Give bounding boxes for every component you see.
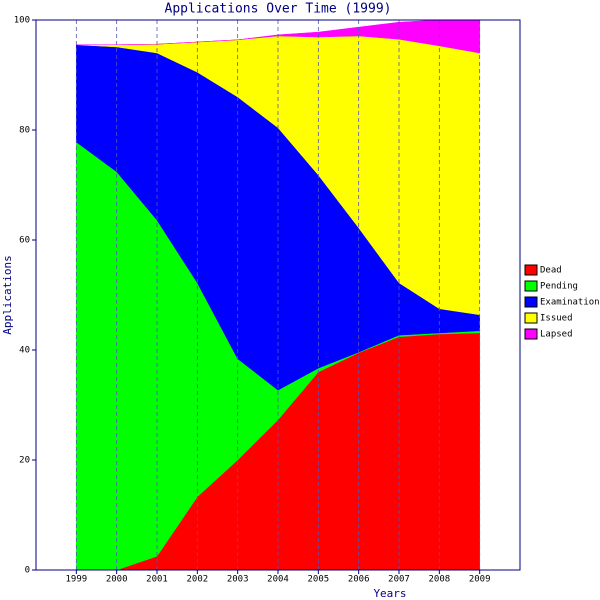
y-tick-label: 0	[25, 566, 30, 576]
x-tick-label: 2006	[348, 575, 370, 585]
y-axis-label: Applications	[1, 255, 14, 334]
y-tick-label: 100	[14, 16, 30, 26]
x-axis-label: Years	[373, 587, 406, 600]
legend-label: Issued	[540, 314, 573, 324]
legend-swatch	[524, 296, 538, 308]
legend-label: Pending	[540, 282, 578, 292]
chart-title: Applications Over Time (1999)	[165, 2, 392, 17]
y-tick-label: 20	[19, 456, 30, 466]
legend-label: Examination	[540, 298, 600, 308]
x-tick-label: 2001	[146, 575, 168, 585]
x-tick-label: 2003	[227, 575, 249, 585]
legend-label: Dead	[540, 266, 562, 276]
x-tick-label: 2002	[186, 575, 208, 585]
x-tick-label: 2000	[106, 575, 128, 585]
y-tick-label: 80	[19, 126, 30, 136]
x-tick-label: 2004	[267, 575, 289, 585]
x-tick-label: 2008	[428, 575, 450, 585]
x-tick-label: 2005	[307, 575, 329, 585]
legend-swatch	[524, 264, 538, 276]
legend-label: Lapsed	[540, 330, 573, 340]
y-tick-label: 40	[19, 346, 30, 356]
x-tick-label: 1999	[65, 575, 87, 585]
legend-swatch	[524, 312, 538, 324]
y-tick-label: 60	[19, 236, 30, 246]
x-tick-label: 2007	[388, 575, 410, 585]
legend-swatch	[524, 280, 538, 292]
legend-swatch	[524, 328, 538, 340]
plot-frame	[35, 19, 521, 571]
x-tick-label: 2009	[469, 575, 491, 585]
